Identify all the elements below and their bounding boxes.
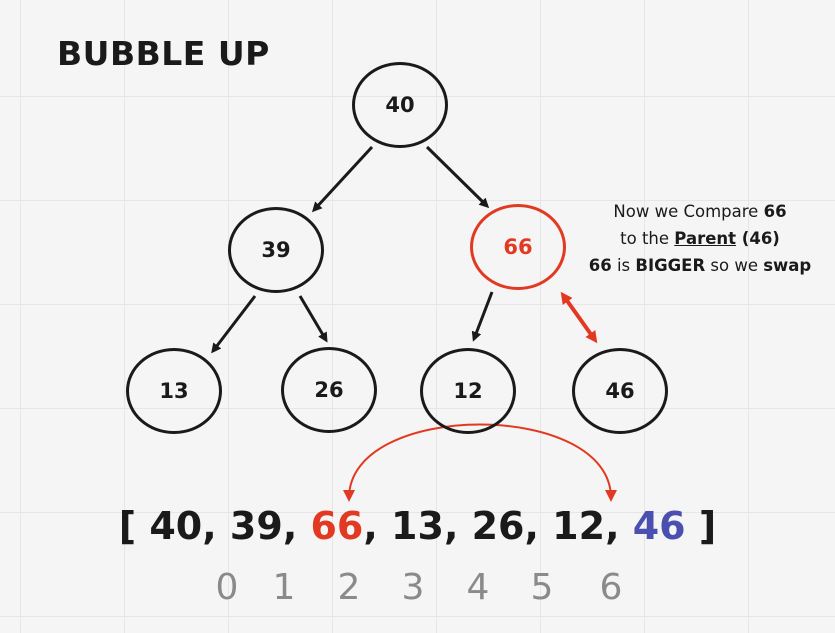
edge-40-39 — [311, 145, 374, 213]
page-title: BUBBLE UP — [57, 34, 270, 73]
note-line-2: to the Parent (46) — [620, 229, 780, 248]
tree-node-26: 26 — [281, 347, 377, 433]
array-index-0: 0 — [215, 567, 239, 608]
array-item-3: 13 — [391, 504, 444, 548]
tree-node-12: 12 — [420, 348, 516, 434]
tree-node-46: 46 — [572, 348, 668, 434]
array-item-2-highlighted: 66 — [310, 504, 364, 548]
tree-node-40: 40 — [352, 62, 448, 148]
array-open-bracket: [ — [118, 504, 150, 548]
array-item-0: 40 — [149, 504, 203, 548]
array-index-5: 5 — [530, 567, 554, 608]
array-index-3: 3 — [401, 567, 425, 608]
parent-label: Parent — [674, 229, 737, 248]
array-item-6-swap-target: 46 — [632, 504, 686, 548]
array-close-bracket: ] — [685, 504, 717, 548]
array-index-1: 1 — [272, 567, 296, 608]
edge-40-66 — [425, 145, 490, 209]
note-line-3: 66 is BIGGER so we swap — [588, 256, 812, 275]
array-item-1: 39 — [229, 504, 283, 548]
array-swap-curve — [343, 423, 617, 502]
array-index-6: 6 — [599, 567, 623, 608]
edge-39-13 — [211, 295, 257, 354]
swap-arrow — [560, 291, 598, 344]
heap-array: [ 40, 39, 66, 13, 26, 12, 46 ] — [118, 504, 717, 548]
array-index-4: 4 — [466, 567, 490, 608]
edge-39-26 — [298, 295, 328, 343]
edge-66-12 — [471, 291, 494, 342]
comparison-note: Now we Compare 66 to the Parent (46) 66 … — [580, 198, 820, 279]
tree-node-66-highlighted: 66 — [470, 204, 566, 290]
array-item-4: 26 — [471, 504, 525, 548]
tree-node-39: 39 — [228, 207, 324, 293]
tree-node-13: 13 — [126, 348, 222, 434]
array-item-5: 12 — [552, 504, 606, 548]
array-index-2: 2 — [337, 567, 361, 608]
note-line-1: Now we Compare 66 — [613, 202, 787, 221]
